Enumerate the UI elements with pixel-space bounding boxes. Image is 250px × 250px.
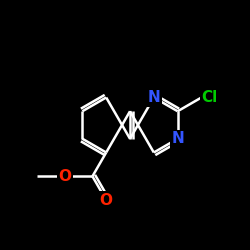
Text: O: O	[58, 169, 71, 184]
Text: Cl: Cl	[202, 90, 218, 105]
Text: N: N	[171, 131, 184, 146]
Text: O: O	[100, 193, 113, 208]
Text: N: N	[148, 90, 160, 105]
